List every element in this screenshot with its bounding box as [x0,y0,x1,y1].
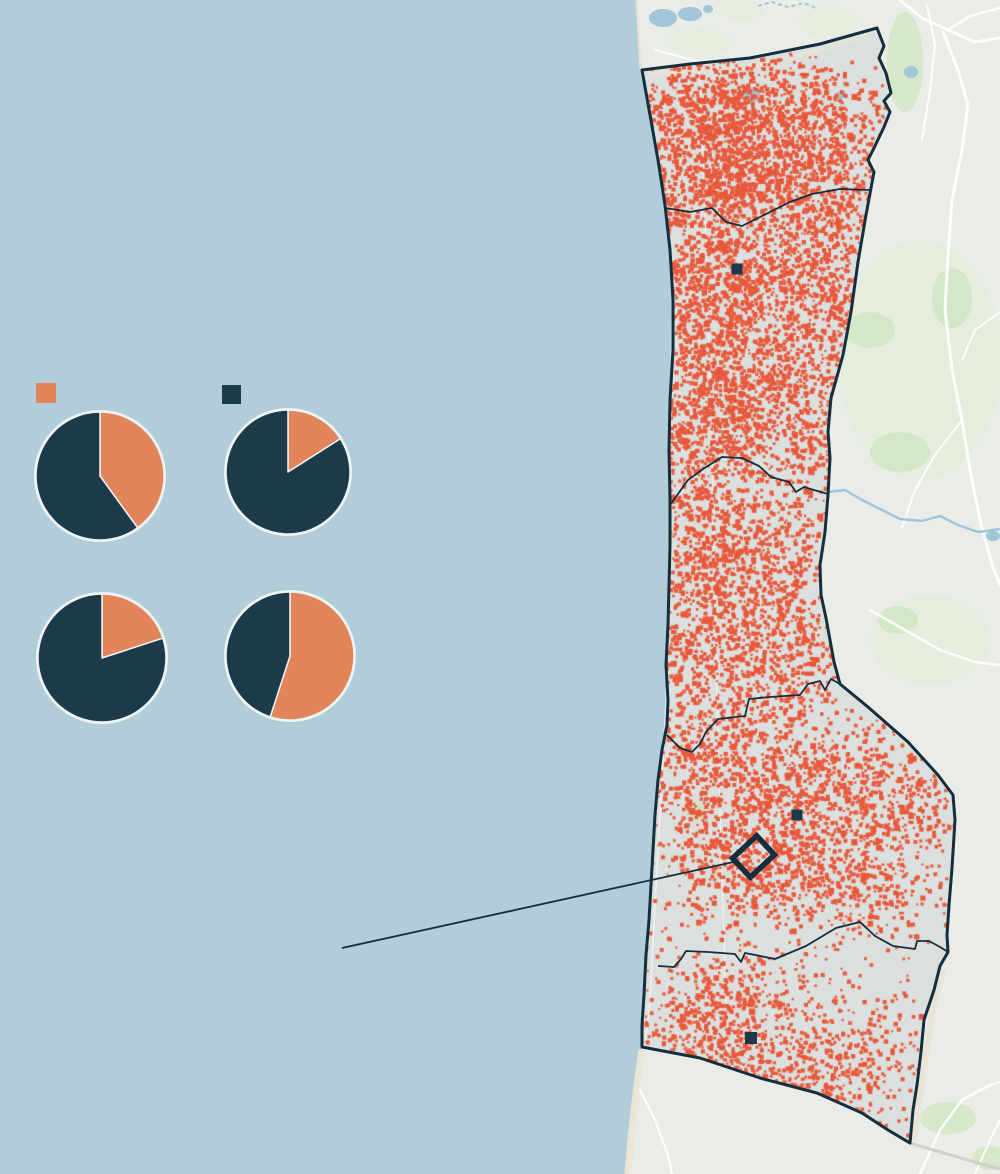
pie-bottom-left [36,592,168,724]
city-square-marker [791,809,803,821]
legend-swatch-orange [36,383,56,403]
pie-top-left [34,410,166,542]
leader-line [341,860,739,949]
governorate-boundary [657,921,949,968]
governorate-boundary [666,678,841,753]
pie-slice-navy [37,593,167,723]
legend-swatch-navy [222,385,241,404]
pie-slice-navy [225,591,291,718]
pie-outline [36,592,168,724]
governorate-boundary [664,188,871,227]
pie-top-right [224,408,352,536]
pie-slice-navy [35,411,139,541]
city-square-marker [731,263,743,275]
pie-outline [224,408,352,536]
pie-bottom-right [224,590,356,722]
governorate-boundary [669,456,829,506]
strip-border [640,26,957,1145]
pie-slice-orange [101,593,164,659]
pie-slice-orange [287,409,342,473]
pie-slice-navy [225,409,351,535]
pie-outline [34,410,166,542]
city-square-marker [745,1032,757,1044]
pie-slice-orange [99,411,165,529]
highlight-diamond-marker [728,831,779,882]
pie-slice-orange [269,591,355,721]
pie-outline [224,590,356,722]
